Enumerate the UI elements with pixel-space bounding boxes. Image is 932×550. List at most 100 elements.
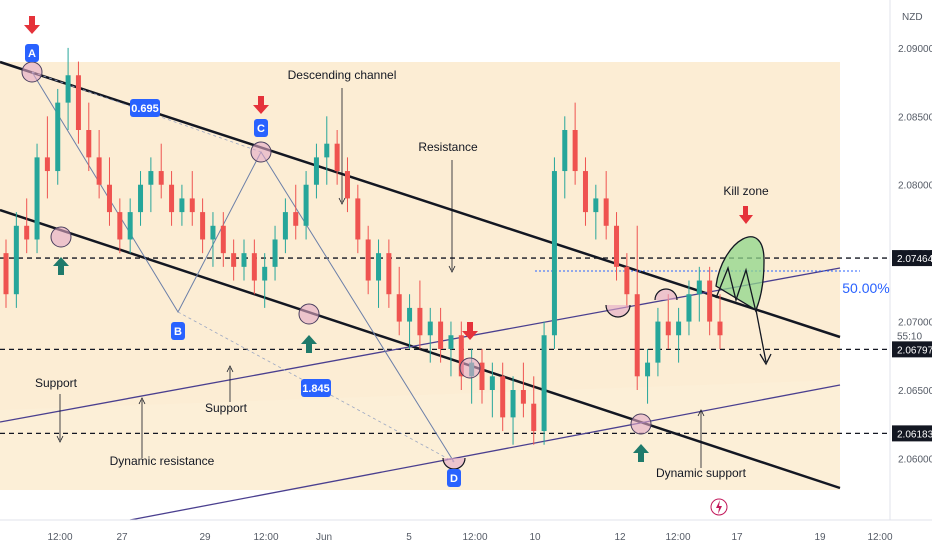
time-tick: 27 xyxy=(116,532,128,543)
candle-body xyxy=(34,157,40,240)
candle-body xyxy=(179,198,185,213)
candle-body xyxy=(407,307,413,322)
candle-body xyxy=(645,362,651,377)
candle-body xyxy=(572,130,578,172)
price-tick: 2.07000 xyxy=(898,318,932,329)
lower-zone-fill xyxy=(0,380,840,490)
candle-body xyxy=(655,321,661,363)
dynamic-support-line[interactable] xyxy=(129,384,841,521)
time-tick: 12 xyxy=(614,532,626,543)
candle-body xyxy=(551,171,557,336)
candle-body xyxy=(127,212,133,240)
down-arrow-icon xyxy=(24,16,40,34)
candle-body xyxy=(531,403,537,432)
candle-body xyxy=(262,266,268,281)
time-tick: 12:00 xyxy=(867,532,892,543)
candle-body xyxy=(479,362,485,390)
candle-body xyxy=(3,253,9,295)
candle-body xyxy=(417,307,423,336)
price-tick: 2.09000 xyxy=(898,44,932,55)
pivot-arc xyxy=(442,457,466,470)
chart-annotations: Descending channel Resistance Kill zone Sup… xyxy=(35,68,890,480)
down-arrow-icon xyxy=(739,206,753,224)
candle-body xyxy=(282,212,288,240)
candle-body xyxy=(55,102,61,172)
sell-arrows xyxy=(24,16,753,340)
candle-body xyxy=(334,143,340,172)
price-tick: 2.06000 xyxy=(898,454,932,465)
up-arrow-icon xyxy=(301,335,317,353)
time-tick: 5 xyxy=(406,532,412,543)
candle-body xyxy=(86,130,92,158)
candle-body xyxy=(448,335,454,349)
point-label: D xyxy=(450,473,458,485)
time-tick: 29 xyxy=(199,532,211,543)
candle-body xyxy=(158,171,164,185)
candle-body xyxy=(665,321,671,336)
time-tick: 12:00 xyxy=(462,532,487,543)
candle-body xyxy=(231,253,237,267)
candle-body xyxy=(603,198,609,226)
candle-body xyxy=(169,184,175,213)
price-tick: 2.06500 xyxy=(898,386,932,397)
pivot-arc xyxy=(605,304,631,318)
point-label-box xyxy=(254,119,268,137)
channel-lower-line[interactable] xyxy=(0,208,841,490)
candle-body xyxy=(427,321,433,336)
pivot-circles xyxy=(21,61,678,470)
candle-body xyxy=(593,198,599,213)
ratio-label: 0.695 xyxy=(131,103,159,115)
price-label-box xyxy=(892,341,932,358)
time-tick: 12:00 xyxy=(47,532,72,543)
price-label-box xyxy=(892,425,932,442)
candle-body xyxy=(717,321,723,336)
pivot-circle xyxy=(250,141,272,163)
candle-body xyxy=(251,253,257,281)
ratio-label-box xyxy=(130,99,160,117)
candle-body xyxy=(634,294,640,377)
point-label: B xyxy=(174,326,182,338)
candle-body xyxy=(489,376,495,390)
time-tick: 19 xyxy=(814,532,826,543)
candle-body xyxy=(189,198,195,213)
annotation-pointers xyxy=(56,88,705,468)
candle-body xyxy=(676,321,682,336)
projection-arrowhead xyxy=(759,353,772,366)
down-arrow-icon xyxy=(253,96,269,114)
candle-body xyxy=(614,225,620,267)
annotation-text: Descending channel xyxy=(288,68,397,82)
buy-arrows xyxy=(53,257,649,462)
price-tick: 2.08000 xyxy=(898,181,932,192)
time-tick: Jun xyxy=(316,532,332,543)
ratio-label: 1.845 xyxy=(302,383,330,395)
time-axis-ticks: 12:00 27 29 12:00 Jun 5 12:00 10 12 12:00 17 19 12:0… xyxy=(47,532,892,543)
lightning-icon[interactable] xyxy=(710,498,728,516)
candle-body xyxy=(696,280,702,295)
down-arrow-icon xyxy=(462,322,478,340)
candle-body xyxy=(44,157,50,172)
candle-body xyxy=(220,225,226,254)
annotation-text: 50.00% xyxy=(842,280,889,296)
point-label-box xyxy=(25,44,39,62)
annotation-text: Dynamic support xyxy=(656,466,747,480)
annotation-text: Resistance xyxy=(418,140,478,154)
price-label-box xyxy=(892,250,932,267)
price-axis-labels[interactable]: 2.07464 55:10 2.06797 2.06183 xyxy=(892,250,932,442)
candle-body xyxy=(355,198,361,240)
candle-body xyxy=(541,335,547,432)
candle-body xyxy=(562,130,568,172)
price-label: 2.06797 xyxy=(897,345,932,356)
point-label: C xyxy=(257,123,265,135)
countdown-label: 55:10 xyxy=(897,331,922,342)
pivot-arc xyxy=(654,288,678,301)
annotation-text: Support xyxy=(35,376,78,390)
candle-body xyxy=(210,225,216,240)
candle-body xyxy=(582,171,588,213)
candle-body xyxy=(272,239,278,267)
pivot-circle xyxy=(630,413,652,435)
price-label: 2.06183 xyxy=(897,429,932,440)
candle-body xyxy=(500,376,506,418)
up-arrow-icon xyxy=(53,257,69,275)
candle-body xyxy=(386,253,392,295)
